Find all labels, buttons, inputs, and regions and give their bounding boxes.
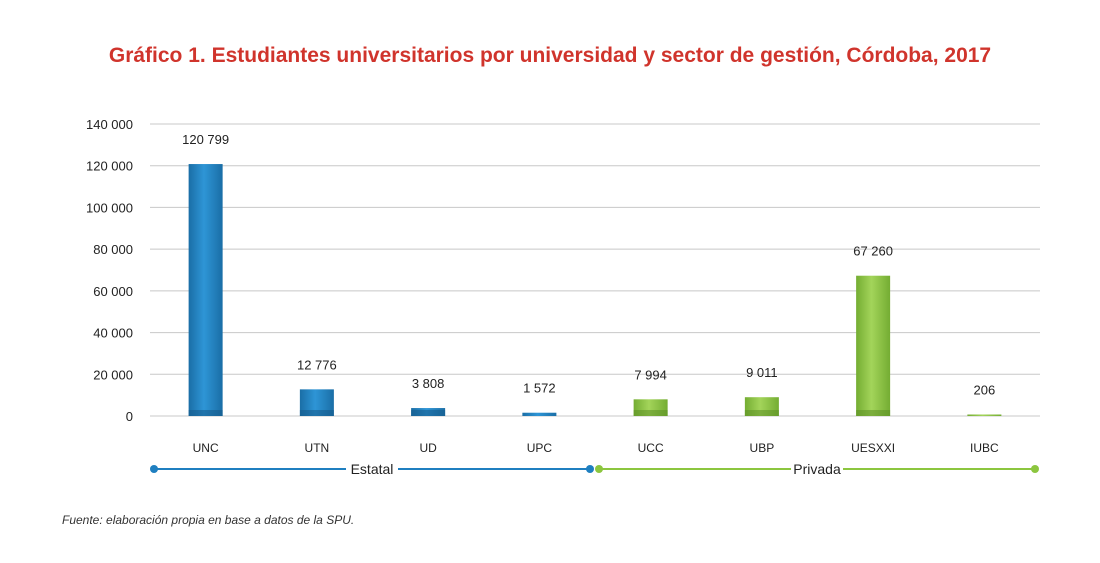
y-tick-label: 80 000 bbox=[93, 242, 133, 257]
x-tick-label: UPC bbox=[527, 441, 553, 455]
data-label: 3 808 bbox=[412, 376, 445, 391]
bar bbox=[967, 414, 1002, 416]
group-endpoint bbox=[586, 465, 594, 473]
source-note: Fuente: elaboración propia en base a dat… bbox=[62, 513, 355, 527]
bar bbox=[188, 164, 223, 416]
bar-base bbox=[188, 410, 223, 416]
x-tick-label: UCC bbox=[638, 441, 664, 455]
chart-title: Gráfico 1. Estudiantes universitarios po… bbox=[108, 44, 992, 67]
group-label: Estatal bbox=[351, 461, 394, 477]
group-endpoint bbox=[150, 465, 158, 473]
x-tick-label: IUBC bbox=[970, 441, 999, 455]
x-tick-label: UD bbox=[419, 441, 437, 455]
data-label: 9 011 bbox=[746, 365, 778, 380]
bar bbox=[522, 412, 557, 416]
x-tick-label: UBP bbox=[750, 441, 775, 455]
y-tick-label: 100 000 bbox=[86, 200, 133, 215]
x-tick-label: UESXXI bbox=[851, 441, 895, 455]
x-tick-label: UTN bbox=[305, 441, 330, 455]
data-label: 120 799 bbox=[182, 132, 229, 147]
y-tick-label: 140 000 bbox=[86, 117, 133, 132]
bar-base bbox=[633, 410, 668, 416]
bar-base bbox=[299, 410, 334, 416]
y-tick-label: 40 000 bbox=[93, 326, 133, 341]
bar-base bbox=[744, 410, 779, 416]
data-label: 206 bbox=[974, 383, 996, 398]
bar bbox=[856, 275, 891, 416]
bar-base bbox=[856, 410, 891, 416]
data-label: 67 260 bbox=[853, 244, 893, 259]
y-tick-label: 20 000 bbox=[93, 367, 133, 382]
bar-base bbox=[411, 410, 446, 416]
x-tick-label: UNC bbox=[193, 441, 219, 455]
y-tick-label: 120 000 bbox=[86, 159, 133, 174]
data-label: 12 776 bbox=[297, 357, 337, 372]
group-label: Privada bbox=[793, 461, 841, 477]
group-endpoint bbox=[595, 465, 603, 473]
y-tick-label: 60 000 bbox=[93, 284, 133, 299]
data-label: 1 572 bbox=[523, 381, 556, 396]
data-label: 7 994 bbox=[634, 367, 667, 382]
y-tick-label: 0 bbox=[126, 409, 133, 424]
group-endpoint bbox=[1031, 465, 1039, 473]
